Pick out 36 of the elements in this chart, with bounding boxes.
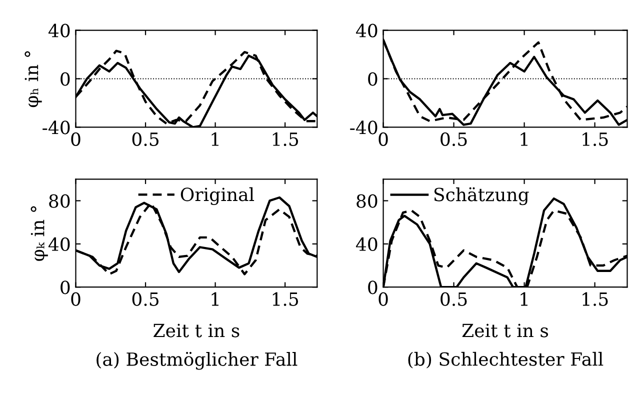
x-tick-label: 0.5	[132, 292, 158, 306]
y-tick-label: 0	[368, 72, 378, 86]
y-tick-label: 80	[356, 194, 378, 208]
x-tick-label: 1	[212, 132, 218, 146]
legend-label: Original	[180, 187, 254, 205]
x-tick-label: 1	[520, 132, 528, 146]
x-tick-label: 1.5	[582, 132, 608, 146]
x-tick-label: 0.5	[132, 132, 158, 146]
y-tick-label: 40	[48, 24, 70, 38]
y-tick-label: -40	[350, 120, 378, 134]
x-tick-label: 1	[212, 292, 218, 306]
text: (a) Bestmöglicher Fall	[96, 352, 298, 370]
x-tick-label: 1.5	[272, 132, 298, 146]
x-tick-label: 0	[378, 132, 388, 146]
legend-label: Schätzung	[434, 187, 529, 206]
x-tick-label: 0	[71, 132, 80, 146]
x-tick-label: 0	[378, 292, 388, 306]
x-tick-label: 1	[520, 292, 528, 306]
y-tick-label: -40	[42, 120, 70, 134]
x-tick-label: 1.5	[272, 292, 298, 306]
y-tick-label: 0	[368, 280, 378, 294]
x-tick-label: 0	[71, 292, 80, 306]
y-axis-title: φₖ in °	[30, 206, 48, 261]
x-tick-label: 0.5	[440, 132, 467, 146]
y-tick-label: 0	[60, 280, 70, 294]
y-tick-label: 40	[356, 237, 378, 252]
text: (b) Schlechtester Fall	[408, 352, 604, 368]
x-tick-label: 0.5	[440, 292, 467, 306]
x-tick-label: 1.5	[582, 292, 608, 306]
y-tick-label: 40	[356, 24, 378, 38]
y-tick-label: 80	[49, 194, 70, 208]
x-axis-title: Zeit t in s	[462, 324, 548, 338]
y-tick-label: 40	[48, 237, 70, 252]
x-axis-title: Zeit t in s	[154, 324, 240, 338]
y-axis-title: φₕ in °	[24, 51, 42, 108]
y-tick-label: 0	[60, 72, 70, 86]
